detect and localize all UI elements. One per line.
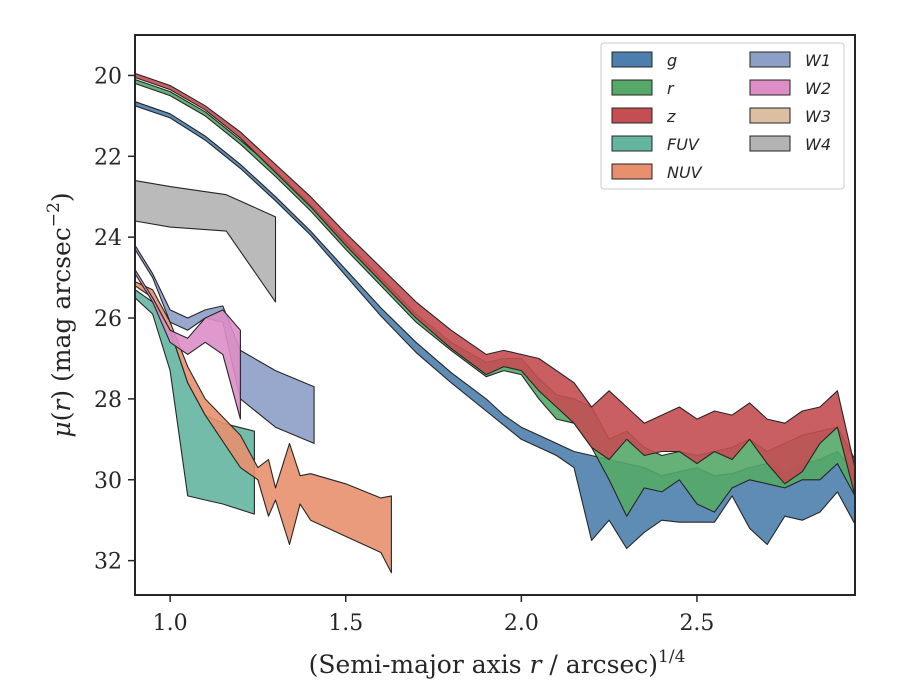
series-bands (134, 72, 856, 574)
legend-label-nuv: NUV (667, 163, 703, 182)
legend-swatch-w4 (749, 135, 791, 152)
x-tick-label: 2.0 (504, 611, 539, 636)
legend: grz FUV NUV W1 W2 W3 W4 (600, 42, 845, 190)
band-w1 (134, 244, 315, 444)
legend-label-fuv: FUV (667, 135, 700, 154)
legend-swatch-w1 (749, 51, 791, 68)
band-w4 (134, 180, 277, 303)
legend-label-w1: W1 (805, 51, 831, 70)
legend-swatch-nuv (611, 163, 653, 180)
y-axis: 20 22 24 26 28 30 32 (94, 64, 135, 575)
x-axis-title: (Semi-major axis r / arcsec)1/4 (309, 647, 686, 679)
legend-swatch-w2 (749, 79, 791, 96)
legend-swatch-g (611, 51, 653, 68)
band-w2 (134, 268, 241, 420)
y-tick-label: 20 (94, 64, 122, 89)
y-tick-label: 30 (94, 469, 122, 494)
y-tick-label: 32 (94, 550, 122, 575)
legend-swatch-fuv (611, 135, 653, 152)
x-tick-label: 1.0 (153, 611, 188, 636)
y-tick-label: 26 (94, 307, 122, 332)
y-tick-label: 22 (94, 145, 122, 170)
y-tick-label: 24 (94, 226, 122, 251)
legend-swatch-z (611, 107, 653, 124)
legend-label-w4: W4 (805, 135, 831, 154)
legend-label-w3: W3 (805, 107, 831, 126)
band-nuv (134, 281, 392, 574)
legend-label-g: g (667, 51, 677, 70)
x-tick-label: 1.5 (328, 611, 363, 636)
plot-frame (134, 34, 856, 596)
legend-label-w2: W2 (805, 79, 831, 98)
y-tick-label: 28 (94, 388, 122, 413)
x-axis: 1.0 1.5 2.0 2.5 (153, 595, 714, 636)
legend-label-r: r (667, 79, 675, 98)
legend-label-z: z (666, 107, 676, 126)
x-tick-label: 2.5 (679, 611, 714, 636)
y-axis-title: μ(r) (mag arcsec−2) (44, 192, 76, 437)
legend-swatch-w3 (749, 107, 791, 124)
legend-swatch-r (611, 79, 653, 96)
